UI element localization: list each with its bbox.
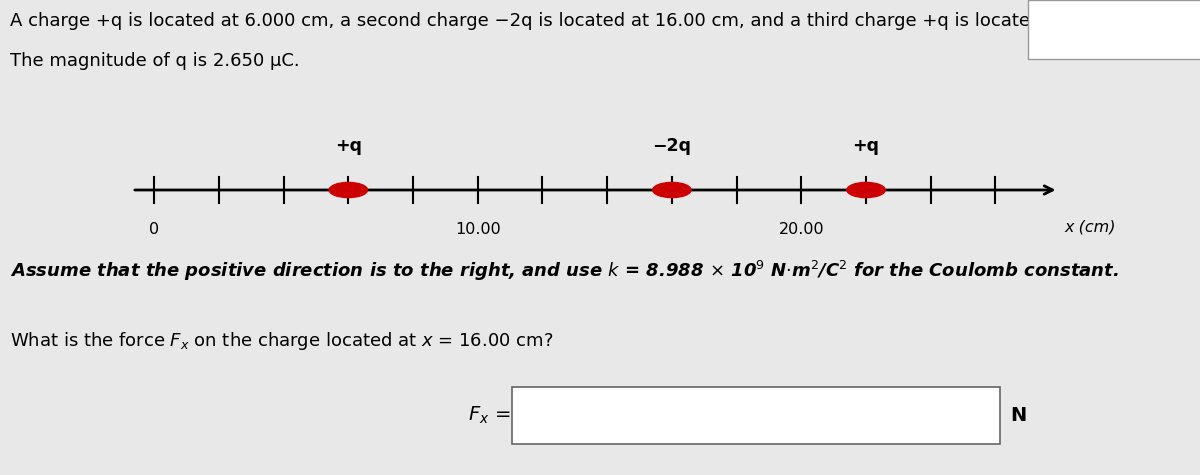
Circle shape [329,182,367,198]
Text: −2q: −2q [653,137,691,155]
Circle shape [847,182,886,198]
Text: ,: , [526,416,530,430]
Text: x (cm): x (cm) [1064,220,1116,235]
FancyBboxPatch shape [1028,0,1200,59]
Text: A charge +q is located at 6.000 cm, a second charge −2q is located at 16.00 cm, : A charge +q is located at 6.000 cm, a se… [10,12,1160,30]
Text: The magnitude of q is 2.650 μC.: The magnitude of q is 2.650 μC. [10,52,299,70]
Text: 20.00: 20.00 [779,222,824,238]
FancyBboxPatch shape [512,387,1000,445]
Text: Assume that the positive direction is to the right, and use $k$ = 8.988 $\times$: Assume that the positive direction is to… [10,259,1118,283]
Text: What is the force $F_x$ on the charge located at $x$ = 16.00 cm?: What is the force $F_x$ on the charge lo… [10,330,553,352]
Text: +q: +q [335,137,362,155]
Text: 10.00: 10.00 [455,222,500,238]
Circle shape [653,182,691,198]
Text: 0: 0 [149,222,160,238]
Text: N: N [1010,406,1027,425]
Text: +q: +q [852,137,880,155]
Text: $F_x$ =: $F_x$ = [468,405,510,426]
